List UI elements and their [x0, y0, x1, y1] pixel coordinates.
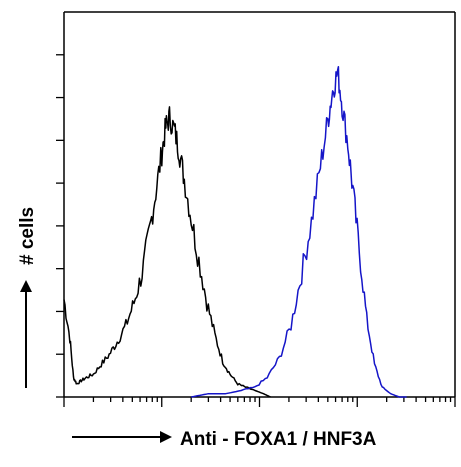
- y-axis-label-group: # cells: [17, 207, 38, 388]
- plot-frame: [63, 11, 456, 398]
- histogram-series: [63, 65, 407, 398]
- x-axis-label: Anti - FOXA1 / HNF3A: [180, 429, 377, 450]
- y-axis-label: # cells: [17, 207, 38, 265]
- x-label-arrow-head: [160, 431, 172, 443]
- x-axis-label-group: Anti - FOXA1 / HNF3A: [72, 429, 377, 450]
- x-axis-ticks: [63, 397, 456, 407]
- y-axis-ticks: [56, 54, 64, 398]
- series-line-2: [191, 65, 407, 398]
- y-label-arrow-head: [20, 280, 32, 292]
- series-line-1: [63, 106, 271, 398]
